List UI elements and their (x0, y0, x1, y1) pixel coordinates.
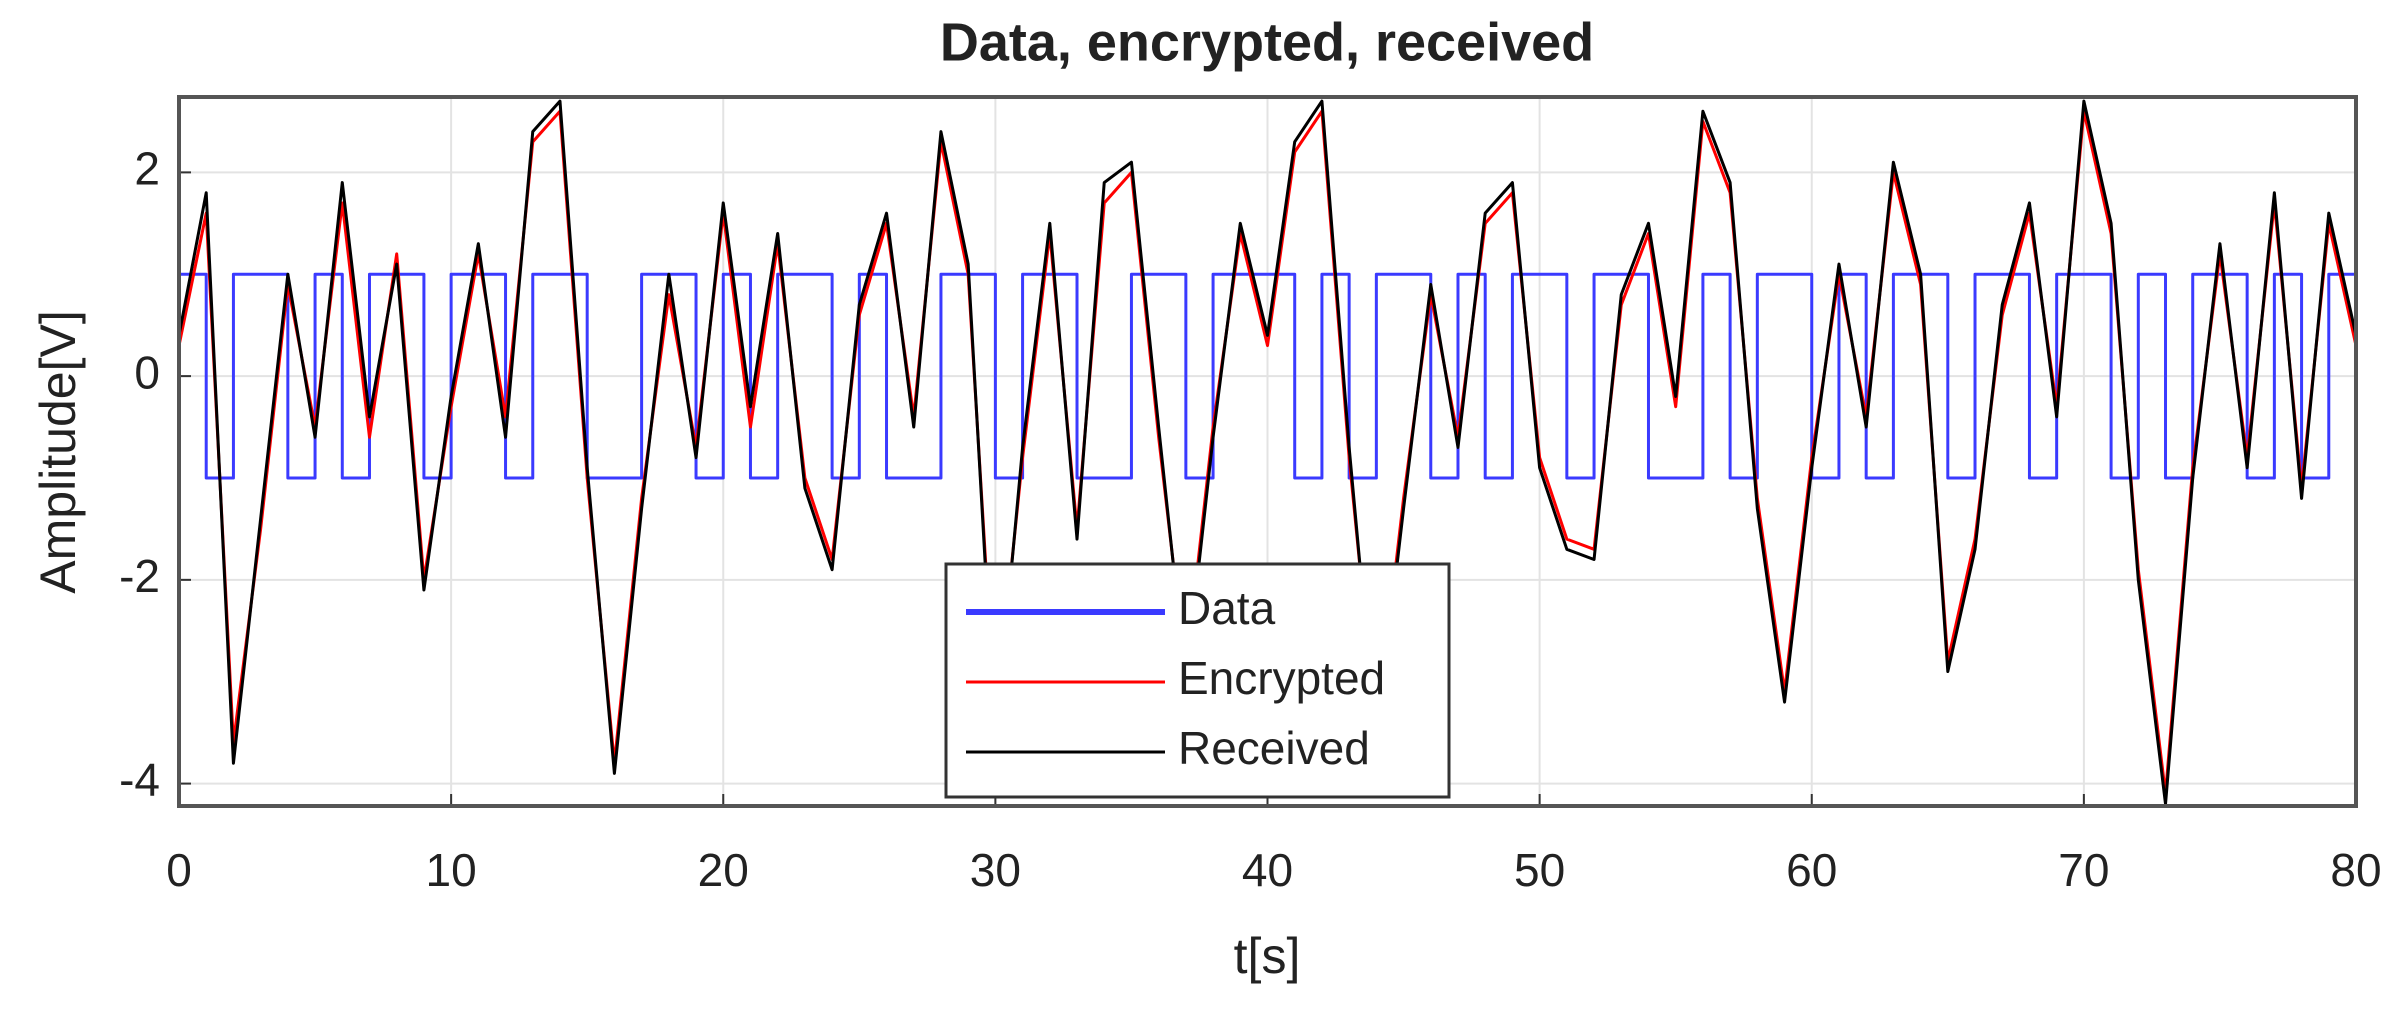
y-axis-label: Amplitude[V] (30, 310, 86, 593)
y-tick-label: 2 (134, 143, 160, 195)
x-tick-label: 40 (1242, 844, 1293, 896)
legend-label: Received (1178, 722, 1370, 774)
legend-label: Encrypted (1178, 652, 1385, 704)
series-line (179, 99, 2356, 806)
y-tick-label: 0 (134, 346, 160, 398)
x-tick-label: 30 (970, 844, 1021, 896)
x-tick-label: 80 (2330, 844, 2381, 896)
x-tick-label: 50 (1514, 844, 1565, 896)
x-tick-label: 70 (2058, 844, 2109, 896)
x-tick-label: 0 (166, 844, 192, 896)
x-tick-label: 10 (426, 844, 477, 896)
plot-border (177, 95, 2358, 808)
legend-label: Data (1178, 582, 1276, 634)
x-tick-label: 20 (698, 844, 749, 896)
y-tick-label: -2 (119, 550, 160, 602)
y-tick-label: -4 (119, 754, 160, 806)
chart-title: Data, encrypted, received (940, 12, 1594, 72)
x-tick-label: 60 (1786, 844, 1837, 896)
x-axis-label: t[s] (1234, 928, 1301, 984)
